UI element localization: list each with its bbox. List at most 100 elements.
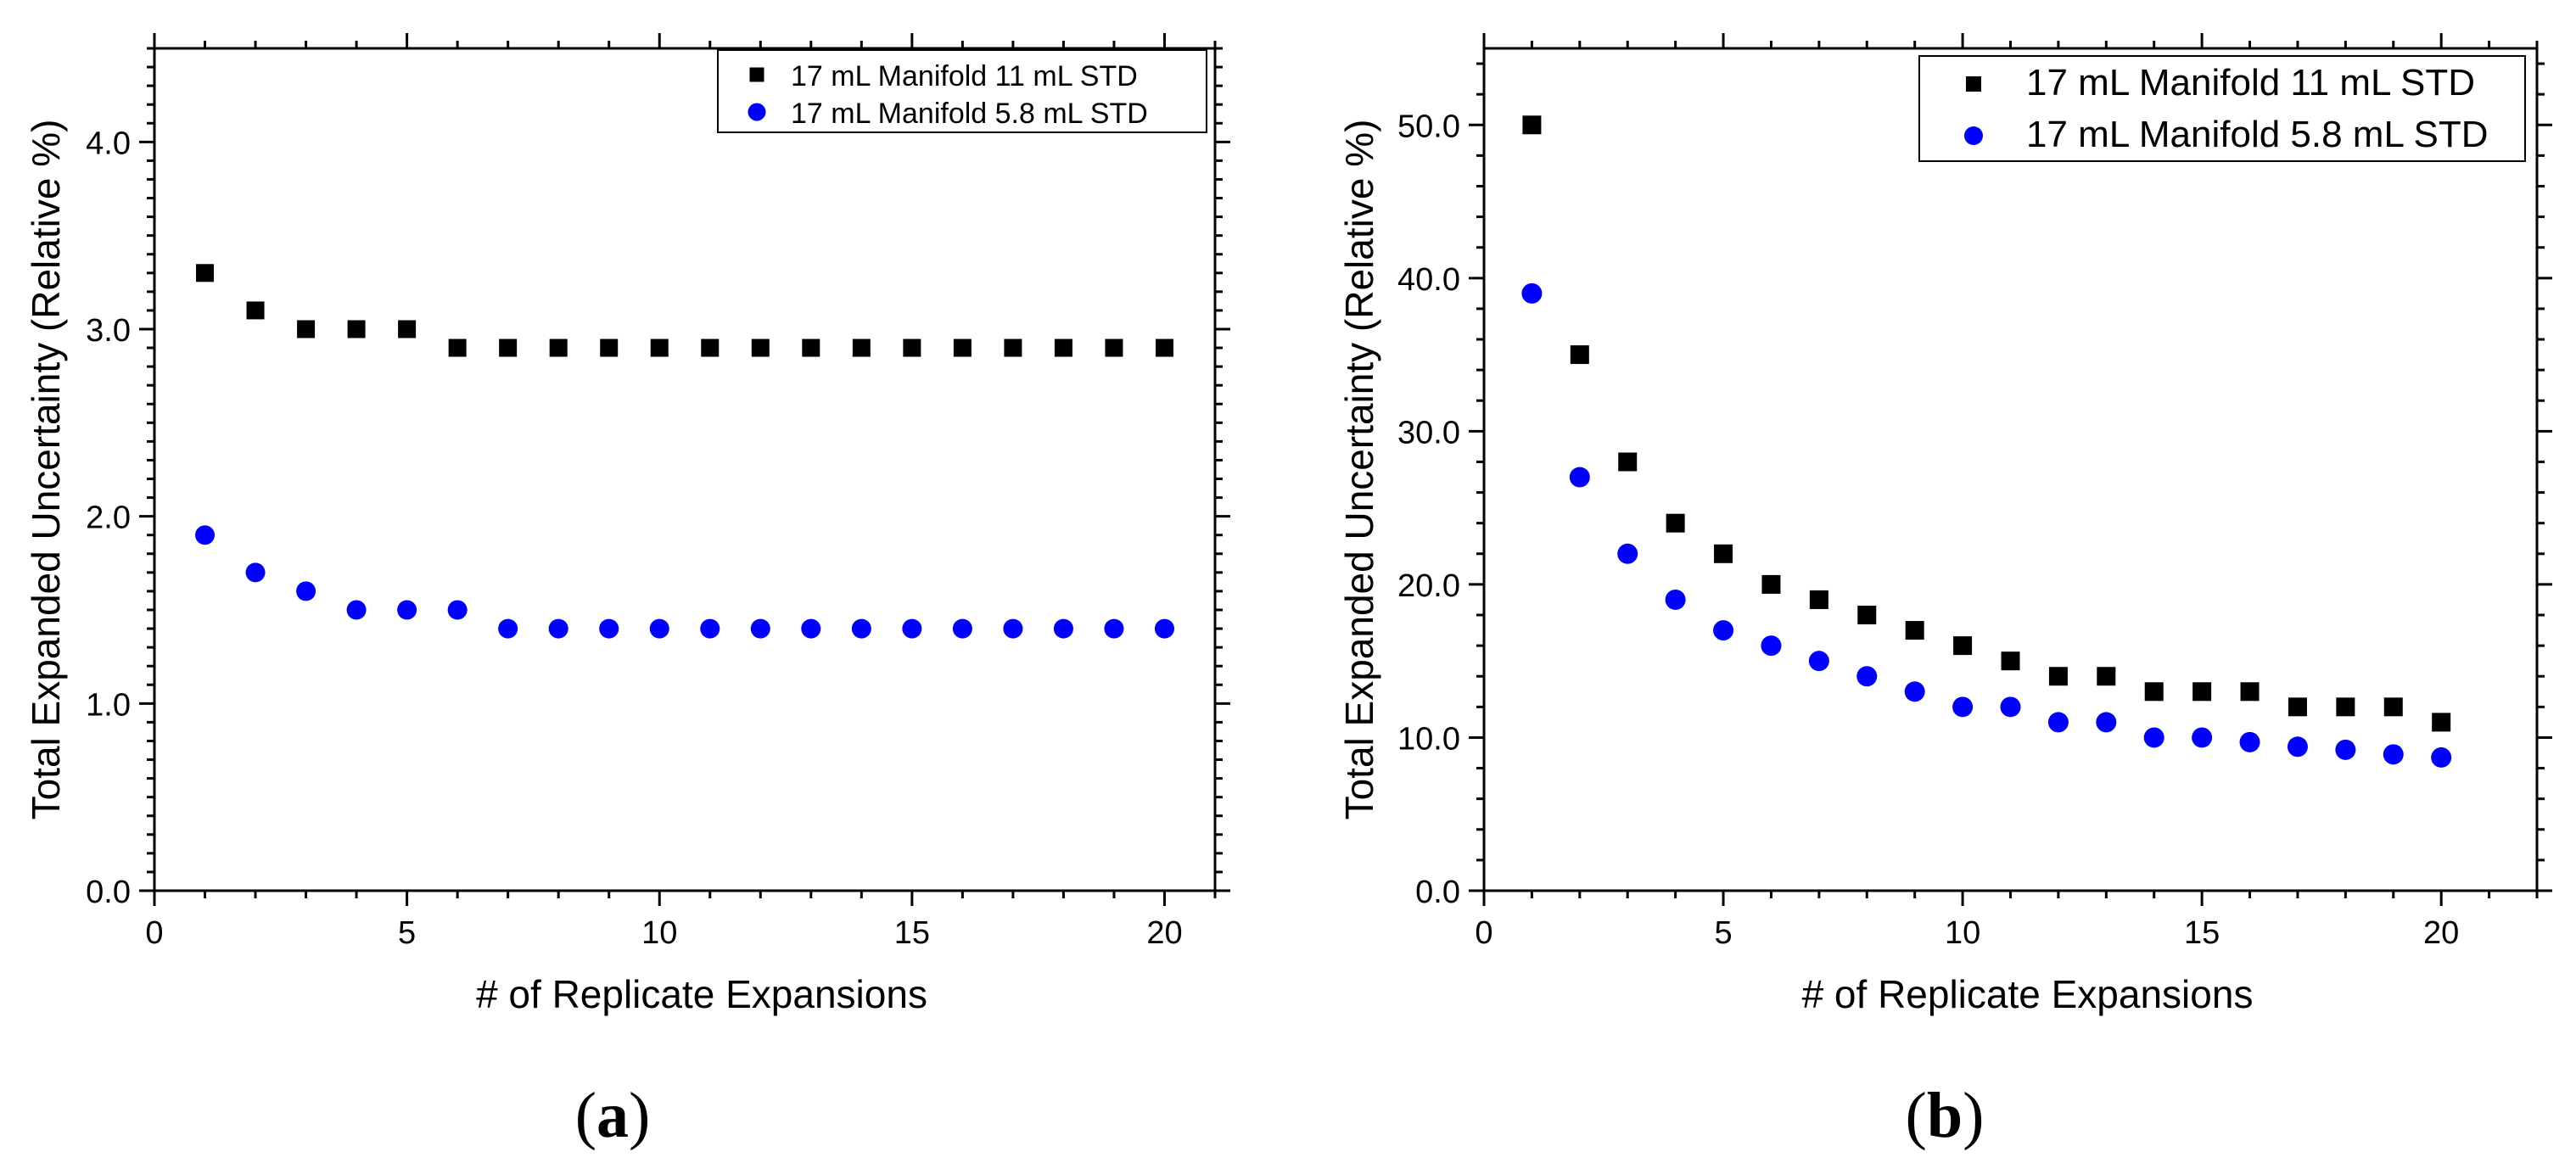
- panel-a-data-point-square: [448, 338, 467, 357]
- panel-b-data-point-circle: [2335, 739, 2356, 760]
- panel-a-y-axis-title: Total Expanded Uncertainty (Relative %): [24, 120, 68, 820]
- panel-a-data-point-circle: [245, 562, 266, 583]
- panel-a-data-point-square: [499, 338, 518, 357]
- panel-a-data-point-circle: [649, 618, 669, 639]
- panel-b-legend-square-marker: [1966, 76, 1981, 92]
- panel-a-data-point-circle: [1154, 618, 1174, 639]
- panel-a-y-tick-label: 1.0: [86, 687, 131, 723]
- panel-a-data-point-square: [903, 338, 921, 357]
- panel-b-x-tick-label: 15: [2184, 915, 2220, 951]
- panel-a-data-point-circle: [498, 618, 518, 639]
- panel-a-data-point-square: [701, 338, 720, 357]
- panel-b-data-point-circle: [1617, 543, 1638, 564]
- panel-a-x-tick-label: 5: [398, 915, 416, 951]
- panel-b-data-point-circle: [2047, 712, 2069, 733]
- panel-b-data-point-square: [2192, 682, 2212, 702]
- panel-a-data-point-square: [398, 320, 417, 338]
- panel-b-legend-entry: 17 mL Manifold 11 mL STD: [2026, 62, 2475, 103]
- panel-b-data-point-square: [1666, 513, 1685, 533]
- panel-a-legend-entry: 17 mL Manifold 5.8 mL STD: [791, 98, 1148, 130]
- panel-b-x-tick-label: 10: [1945, 915, 1980, 951]
- panel-a-data-point-circle: [750, 618, 770, 639]
- panel-a-x-tick-label: 0: [145, 915, 163, 951]
- panel-b-series-circles: [1521, 282, 2452, 768]
- panel-a-series-circles: [195, 525, 1174, 639]
- panel-b-data-point-square: [2097, 667, 2116, 686]
- panel-b-data-point-circle: [1952, 696, 1974, 718]
- panel-a-data-point-circle: [1053, 618, 1073, 639]
- panel-b-data-point-square: [1905, 621, 1924, 640]
- panel-b-data-point-square: [2048, 667, 2068, 686]
- panel-b-data-point-square: [1857, 606, 1877, 625]
- panel-a-y-tick-label: 2.0: [86, 500, 131, 536]
- panel-b-data-point-circle: [1904, 681, 1925, 702]
- panel-b-data-point-circle: [1808, 651, 1829, 672]
- panel-b-data-point-circle: [2096, 712, 2117, 733]
- panel-b-data-point-square: [2001, 651, 2020, 671]
- panel-b-legend-circle-marker: [1964, 126, 1983, 145]
- panel-b-data-point-square: [2432, 713, 2451, 732]
- panel-b-data-point-square: [1522, 115, 1542, 135]
- panel-a-data-point-square: [751, 338, 770, 357]
- panel-b-legend-entry: 17 mL Manifold 5.8 mL STD: [2026, 114, 2489, 155]
- panel-b-y-tick-label: 40.0: [1397, 262, 1460, 298]
- panel-a-data-point-square: [549, 338, 568, 357]
- panel-a-legend-square-marker: [749, 67, 764, 82]
- panel-a-y-tick-label: 0.0: [86, 875, 131, 910]
- panel-b-data-point-square: [1570, 345, 1589, 365]
- panel-b-data-point-square: [1714, 544, 1733, 563]
- panel-b-data-point-circle: [1521, 282, 1543, 304]
- panel-b-letter: b: [1927, 1080, 1963, 1151]
- panel-a-data-point-circle: [902, 618, 922, 639]
- panel-b-data-point-square: [2383, 697, 2403, 717]
- panel-a-data-point-circle: [599, 618, 619, 639]
- panel-b-y-tick-label: 30.0: [1397, 415, 1460, 450]
- panel-a-data-point-square: [1054, 338, 1072, 357]
- panel-a-data-point-circle: [548, 618, 568, 639]
- panel-a-legend-entry: 17 mL Manifold 11 mL STD: [791, 60, 1138, 92]
- panel-a-data-point-square: [650, 338, 669, 357]
- panel-a-data-point-square: [852, 338, 871, 357]
- panel-a-data-point-circle: [700, 618, 720, 639]
- panel-b-y-axis-title: Total Expanded Uncertainty (Relative %): [1337, 120, 1381, 820]
- panel-b-x-axis-title: # of Replicate Expansions: [1802, 972, 2254, 1016]
- panel-b-legend: 17 mL Manifold 11 mL STD 17 mL Manifold 5…: [1918, 55, 2526, 162]
- panel-a-x-axis-title: # of Replicate Expansions: [476, 972, 927, 1016]
- panel-a-data-point-circle: [296, 581, 316, 601]
- panel-b-data-point-circle: [2239, 731, 2260, 752]
- panel-b-data-point-square: [2336, 697, 2355, 717]
- panel-b-data-point-circle: [1665, 589, 1686, 610]
- panel-a-data-point-square: [1155, 338, 1173, 357]
- panel-a-x-tick-label: 20: [1146, 915, 1182, 951]
- panel-b-data-point-circle: [2000, 696, 2021, 718]
- panel-b-data-point-circle: [1569, 467, 1590, 488]
- panel-a-legend: 17 mL Manifold 11 mL STD 17 mL Manifold 5…: [717, 49, 1207, 133]
- panel-a-data-point-square: [802, 338, 820, 357]
- panel-a-data-point-square: [1004, 338, 1022, 357]
- panel-b-data-point-square: [1618, 452, 1638, 472]
- panel-b-x-tick-label: 5: [1714, 915, 1732, 951]
- panel-a-data-point-circle: [397, 600, 417, 620]
- panel-a-data-point-square: [246, 301, 265, 320]
- panel-a-data-point-circle: [195, 525, 216, 545]
- panel-a-letter: a: [596, 1080, 629, 1151]
- panel-b-data-point-circle: [2192, 727, 2213, 748]
- panel-a-data-point-circle: [851, 618, 871, 639]
- panel-a-data-point-square: [347, 320, 366, 338]
- panel-b-data-point-square: [1761, 574, 1781, 594]
- chart-panel-b: 0 5 10 15 20 0.0 10.0 20.0 30.0 40.0 50.0 # of Repl…: [1337, 33, 2552, 1016]
- panel-b-data-point-square: [2240, 682, 2260, 702]
- panel-b-data-point-circle: [1856, 666, 1878, 687]
- panel-b-series-squares: [1522, 115, 2451, 732]
- chart-panel-a: 0 5 10 15 20 0.0 1.0 2.0 3.0 4.0 # of Replicate Ex…: [24, 33, 1230, 1016]
- panel-a-data-point-square: [953, 338, 972, 357]
- panel-b-data-point-square: [1809, 590, 1828, 609]
- panel-b-y-tick-label: 50.0: [1397, 109, 1460, 144]
- panel-b-x-tick-label: 20: [2423, 915, 2459, 951]
- panel-b-data-point-circle: [2287, 736, 2308, 758]
- panel-a-data-point-circle: [1003, 618, 1023, 639]
- panel-a-data-point-circle: [346, 600, 367, 620]
- panel-b-legend-box: [1918, 55, 2526, 162]
- panel-a-plot-frame: [153, 47, 1217, 892]
- panel-b-data-point-circle: [2143, 727, 2164, 748]
